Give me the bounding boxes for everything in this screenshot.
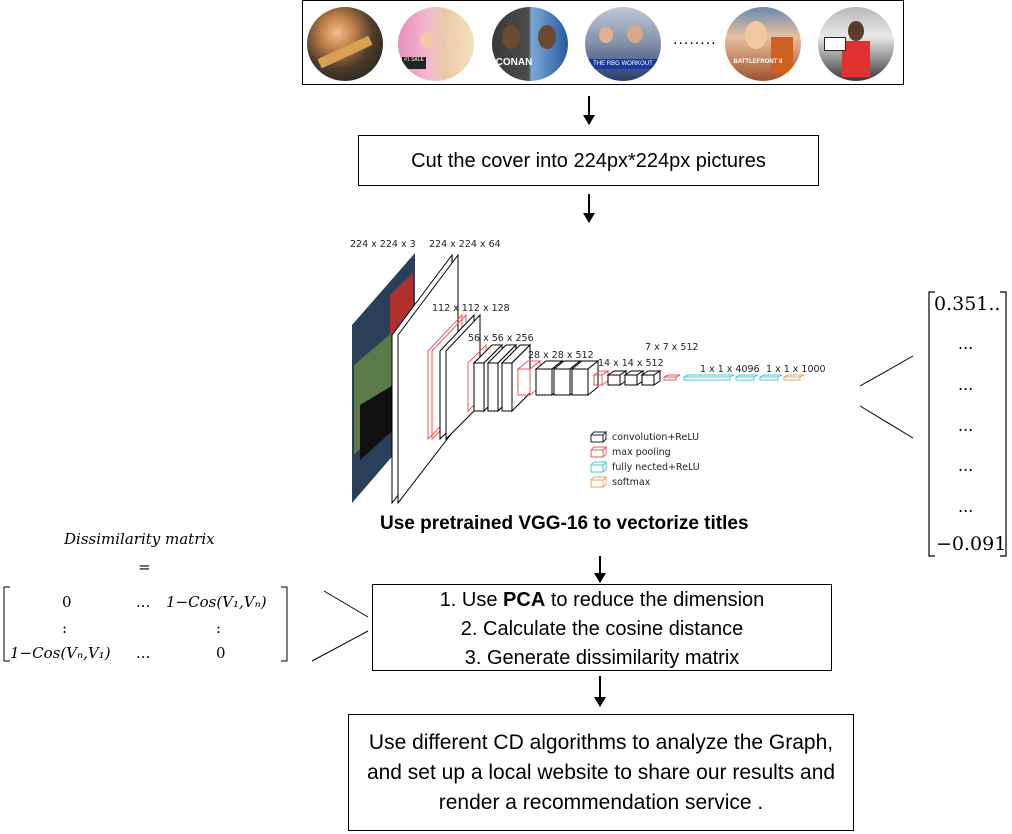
thumb-caption: BATTLEFRONT II [733, 59, 783, 65]
thumb-battlefront: BATTLEFRONT II [725, 7, 801, 81]
legend-softmax-label: softmax [612, 477, 651, 488]
arrow-down-icon [583, 96, 595, 125]
matrix-left-bracket [3, 586, 10, 662]
vgg-label-conv4: 28 x 28 x 512 [528, 350, 594, 361]
matrix-r1c2: ... [136, 593, 151, 611]
thumb-guitarist [307, 7, 383, 81]
vector-dots: ... [958, 416, 974, 435]
vector-last: −0.091 [936, 533, 1007, 555]
vector-dots: ... [958, 456, 974, 475]
legend-fc-label: fully nected+ReLU [612, 462, 700, 473]
vgg-label-fc: 1 x 1 x 4096 [700, 364, 760, 375]
matrix-r3c3: 0 [216, 644, 226, 662]
vgg-label-conv5: 14 x 14 x 512 [598, 358, 664, 369]
pca-step-line3: 3. Generate dissimilarity matrix [464, 647, 740, 669]
matrix-diagram [3, 586, 369, 662]
vgg-label-out: 1 x 1 x 1000 [766, 364, 826, 375]
thumb-caption: THE RBG WORKOUT [587, 59, 659, 69]
vgg16-diagram [352, 253, 805, 505]
matrix-r3c1: 1−Cos(Vₙ,V₁) [10, 644, 111, 662]
legend-conv-label: convolution+ReLU [612, 432, 700, 443]
vector-dots: ... [958, 375, 974, 394]
vgg-label-conv3: 56 x 56 x 256 [468, 333, 534, 344]
vector-dots: ... [958, 334, 974, 353]
arrow-down-icon [594, 676, 606, 707]
vgg-label-conv1: 224 x 224 x 64 [429, 239, 501, 250]
matrix-r3c2: ... [136, 644, 151, 662]
final-step-text: Use different CD algorithms to analyze t… [366, 730, 836, 814]
arrow-down-icon [594, 556, 606, 583]
thumbnail-strip: #1 SALE CONAN THE RBG WORKOUT ........ B… [302, 0, 904, 85]
vector-first: 0.351.. [934, 293, 1001, 315]
thumb-caption: #1 SALE [402, 57, 426, 69]
cut-step-box: Cut the cover into 224px*224px pictures [358, 135, 819, 186]
vector-left-bracket [928, 291, 935, 557]
matrix-r2c3: : [216, 619, 222, 637]
legend-softmax-icon [590, 476, 608, 488]
thumb-rbg-workout: THE RBG WORKOUT [585, 7, 661, 81]
matrix-right-bracket [281, 586, 288, 662]
pca-step-line2: 2. Calculate the cosine distance [460, 618, 744, 640]
pca-step-line1: 1. Use PCA to reduce the dimension [439, 589, 765, 611]
thumb-caption: CONAN [495, 57, 533, 68]
vgg-caption: Use pretrained VGG-16 to vectorize title… [380, 513, 749, 534]
pca-step-box: 1. Use PCA to reduce the dimension 2. Ca… [372, 584, 832, 671]
matrix-r1c1: 0 [62, 593, 72, 611]
legend-pool-icon [590, 446, 608, 458]
thumbnail-ellipsis: ........ [673, 31, 717, 48]
vector-diagram [859, 291, 1007, 557]
thumb-pink-hair: #1 SALE [398, 7, 474, 81]
vgg-label-input: 224 x 224 x 3 [350, 239, 416, 250]
arrow-down-icon [583, 194, 595, 223]
vector-dots: ... [958, 497, 974, 516]
vgg-label-pool5: 7 x 7 x 512 [645, 342, 699, 353]
thumb-sneakers [818, 7, 894, 81]
legend-pool-label: max pooling [612, 447, 671, 458]
matrix-r2c1: : [62, 619, 68, 637]
thumb-conan: CONAN [492, 7, 568, 81]
vector-right-bracket [1000, 291, 1007, 557]
matrix-equals: = [138, 558, 151, 576]
legend-conv-icon [590, 431, 608, 443]
matrix-title: Dissimilarity matrix [64, 530, 215, 548]
vgg-label-conv2: 112 x 112 x 128 [432, 303, 510, 314]
final-step-box: Use different CD algorithms to analyze t… [348, 714, 854, 831]
cut-step-text: Cut the cover into 224px*224px pictures [411, 149, 766, 172]
legend-fc-icon [590, 461, 608, 473]
matrix-r1c3: 1−Cos(V₁,Vₙ) [166, 593, 267, 611]
